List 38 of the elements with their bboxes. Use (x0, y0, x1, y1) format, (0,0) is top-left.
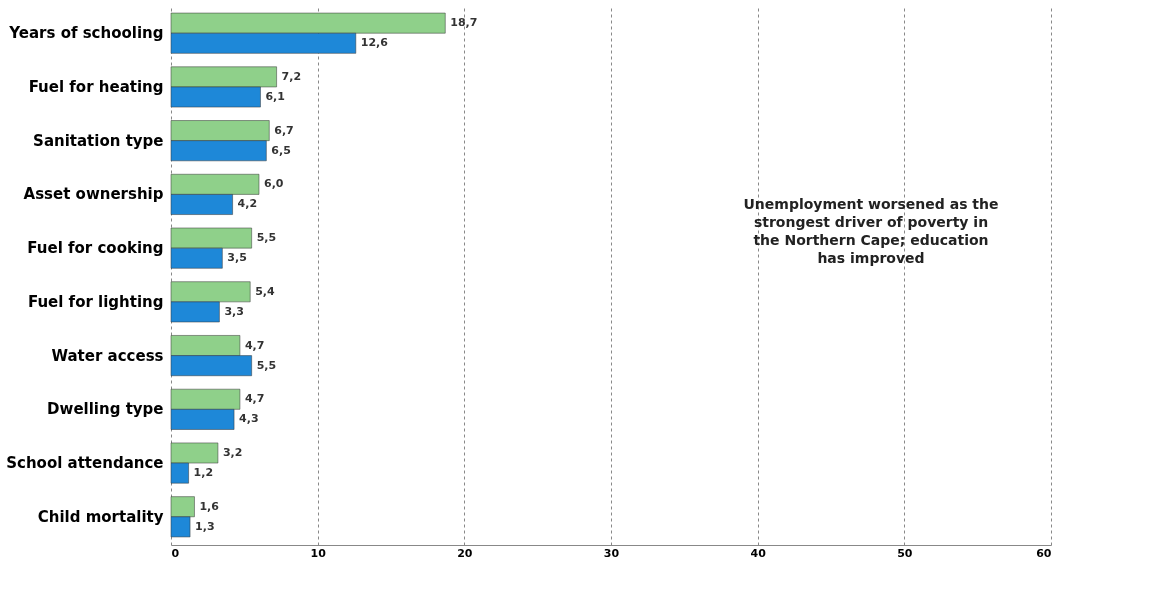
x-tick-label: 30 (603, 546, 620, 560)
data-label: 1,3 (195, 519, 215, 533)
data-label: 6,5 (271, 143, 291, 157)
data-label: 4,3 (239, 412, 259, 426)
data-label: 1,6 (199, 499, 220, 513)
data-label: 5,5 (256, 358, 277, 372)
x-tick-label: 10 (310, 546, 327, 560)
data-label: 4,7 (244, 392, 265, 406)
y-tick-label: Child mortality (37, 507, 164, 526)
y-tick-label: Water access (51, 346, 164, 365)
data-label: 6,0 (264, 177, 284, 191)
y-tick-label: School attendance (6, 454, 164, 473)
data-label: 7,2 (281, 69, 302, 83)
data-label: 3,2 (222, 445, 243, 459)
y-tick-label: Years of schooling (8, 24, 164, 43)
data-label: 4,2 (237, 197, 258, 211)
data-label: 6,1 (265, 90, 285, 104)
data-label: 5,4 (255, 284, 276, 298)
x-tick-label: 40 (750, 546, 767, 560)
x-tick-label: 20 (457, 546, 473, 560)
x-tick-label: 60 (1036, 546, 1052, 560)
data-label: 5,5 (256, 231, 277, 245)
y-tick-label: Asset ownership (23, 185, 164, 204)
data-label: 3,5 (227, 251, 247, 265)
data-label: 12,6 (360, 36, 389, 50)
data-label: 4,7 (244, 338, 265, 352)
data-label: 3,3 (224, 304, 244, 318)
y-tick-label: Dwelling type (47, 400, 164, 419)
y-tick-label: Fuel for heating (28, 77, 164, 96)
data-label: 6,7 (274, 123, 294, 137)
y-tick-label: Sanitation type (33, 131, 164, 150)
annotation: Unemployment worsened as the strongest driver of poverty in the Northern Cape; education has improved (743, 196, 999, 266)
y-tick-label: Fuel for cooking (27, 239, 164, 258)
data-label: 18,7 (450, 16, 478, 30)
x-tick-label: 0 (171, 546, 180, 560)
y-tick-label: Fuel for lighting (27, 292, 164, 311)
x-tick-label: 50 (897, 546, 913, 560)
data-label: 1,2 (193, 466, 214, 480)
